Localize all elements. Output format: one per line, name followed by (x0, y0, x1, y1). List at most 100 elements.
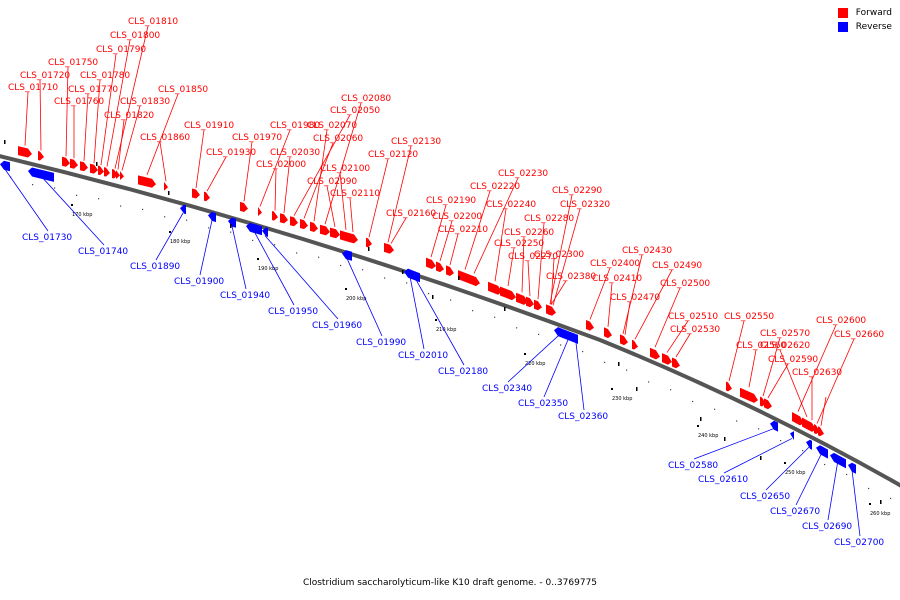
reverse-gene (28, 167, 54, 182)
feature-tick (4, 140, 6, 144)
scale-dot (384, 277, 386, 279)
forward-gene-label: CLS_02290 (552, 186, 602, 196)
scale-dot (538, 333, 540, 336)
feature-tick (230, 224, 232, 228)
scale-dot (252, 239, 254, 242)
reverse-gene (554, 327, 564, 339)
forward-gene (330, 227, 340, 239)
forward-swatch (837, 8, 848, 18)
forward-gene-label: CLS_02250 (494, 239, 544, 249)
forward-gene (726, 381, 732, 392)
forward-gene-label: CLS_02590 (768, 355, 818, 365)
forward-gene (240, 201, 248, 212)
forward-gene-label: CLS_02090 (307, 177, 357, 187)
reverse-leader-line (346, 258, 383, 337)
forward-gene (468, 274, 480, 287)
feature-tick (618, 362, 620, 366)
forward-gene-label: CLS_02070 (307, 121, 357, 131)
reverse-gene-label: CLS_02610 (698, 475, 748, 485)
reverse-gene-label: CLS_01960 (312, 321, 362, 331)
forward-gene-label: CLS_02570 (760, 329, 810, 339)
reverse-gene (806, 439, 812, 450)
reverse-gene-label: CLS_01940 (220, 291, 270, 301)
forward-leader-line (387, 145, 412, 243)
forward-leader-line (550, 280, 567, 305)
forward-gene-label: CLS_02190 (426, 196, 476, 206)
forward-leader-line (390, 217, 407, 244)
forward-gene (138, 175, 156, 188)
reverse-gene (848, 462, 856, 474)
reverse-gene-label: CLS_02690 (802, 522, 852, 532)
forward-leader-line (728, 320, 745, 382)
forward-leader-line (537, 222, 545, 300)
reverse-gene-label: CLS_02670 (770, 507, 820, 517)
reverse-gene (180, 204, 186, 215)
scale-tick (345, 288, 347, 290)
reverse-gene-label: CLS_02650 (740, 492, 790, 502)
forward-leader-line (779, 349, 808, 418)
feature-tick (168, 191, 170, 195)
reverse-leader-line (40, 175, 105, 246)
forward-gene-label: CLS_02270 (508, 252, 558, 262)
scale-dot (340, 264, 342, 267)
scale-tick (169, 231, 171, 233)
reverse-gene (816, 445, 828, 459)
reverse-leader-line (723, 438, 793, 474)
scale-label: 170 kbp (72, 212, 92, 218)
forward-gene (526, 296, 534, 308)
scale-label: 180 kbp (170, 239, 190, 245)
forward-gene-label: CLS_02230 (498, 169, 548, 179)
forward-leader-line (83, 93, 89, 161)
scale-tick (611, 388, 613, 390)
reverse-gene-label: CLS_02700 (834, 538, 884, 548)
forward-gene (446, 265, 454, 276)
forward-leader-line (439, 220, 453, 262)
scale-dot (582, 350, 584, 353)
forward-leader-line (816, 338, 855, 424)
scale-tick (257, 258, 259, 260)
forward-leader-line (449, 233, 459, 266)
reverse-gene (0, 160, 10, 172)
forward-gene-label: CLS_02470 (610, 293, 660, 303)
reverse-leader-line (199, 220, 213, 276)
forward-leader-line (259, 129, 291, 207)
forward-leader-line (624, 301, 631, 335)
scale-dot (98, 198, 100, 200)
reverse-gene-label: CLS_01740 (78, 247, 128, 257)
forward-gene (622, 335, 628, 346)
forward-gene-label: CLS_02160 (386, 209, 436, 219)
scale-dot (230, 231, 232, 233)
reverse-gene (560, 329, 578, 344)
forward-leader-line (507, 247, 515, 287)
reverse-gene (770, 420, 778, 432)
scale-dot (318, 256, 320, 258)
scale-dot (824, 463, 826, 466)
scale-dot (164, 216, 166, 218)
forward-gene-label: CLS_02030 (270, 148, 320, 158)
scale-tick (869, 503, 871, 505)
reverse-leader-line (575, 342, 585, 411)
reverse-gene-label: CLS_02360 (558, 412, 608, 422)
forward-gene (436, 261, 444, 273)
forward-leader-line (430, 204, 447, 258)
forward-leader-line (326, 185, 336, 228)
scale-label: 190 kbp (258, 266, 278, 272)
forward-leader-line (464, 190, 491, 270)
forward-gene (366, 237, 372, 248)
scale-dot (560, 344, 562, 346)
forward-gene-label: CLS_02080 (341, 94, 391, 104)
forward-leader-line (368, 158, 389, 238)
reverse-leader-line (543, 337, 570, 398)
feature-tick (432, 295, 434, 299)
forward-gene (90, 163, 98, 174)
forward-leader-line (24, 91, 29, 146)
forward-gene-label: CLS_02100 (320, 164, 370, 174)
forward-leader-line (473, 177, 519, 274)
forward-gene (258, 207, 262, 216)
scale-dot (626, 369, 628, 371)
forward-leader-line (549, 194, 573, 305)
forward-leader-line (283, 156, 291, 213)
scale-tick (784, 462, 786, 464)
scale-dot (846, 473, 848, 476)
forward-leader-line (797, 324, 837, 412)
